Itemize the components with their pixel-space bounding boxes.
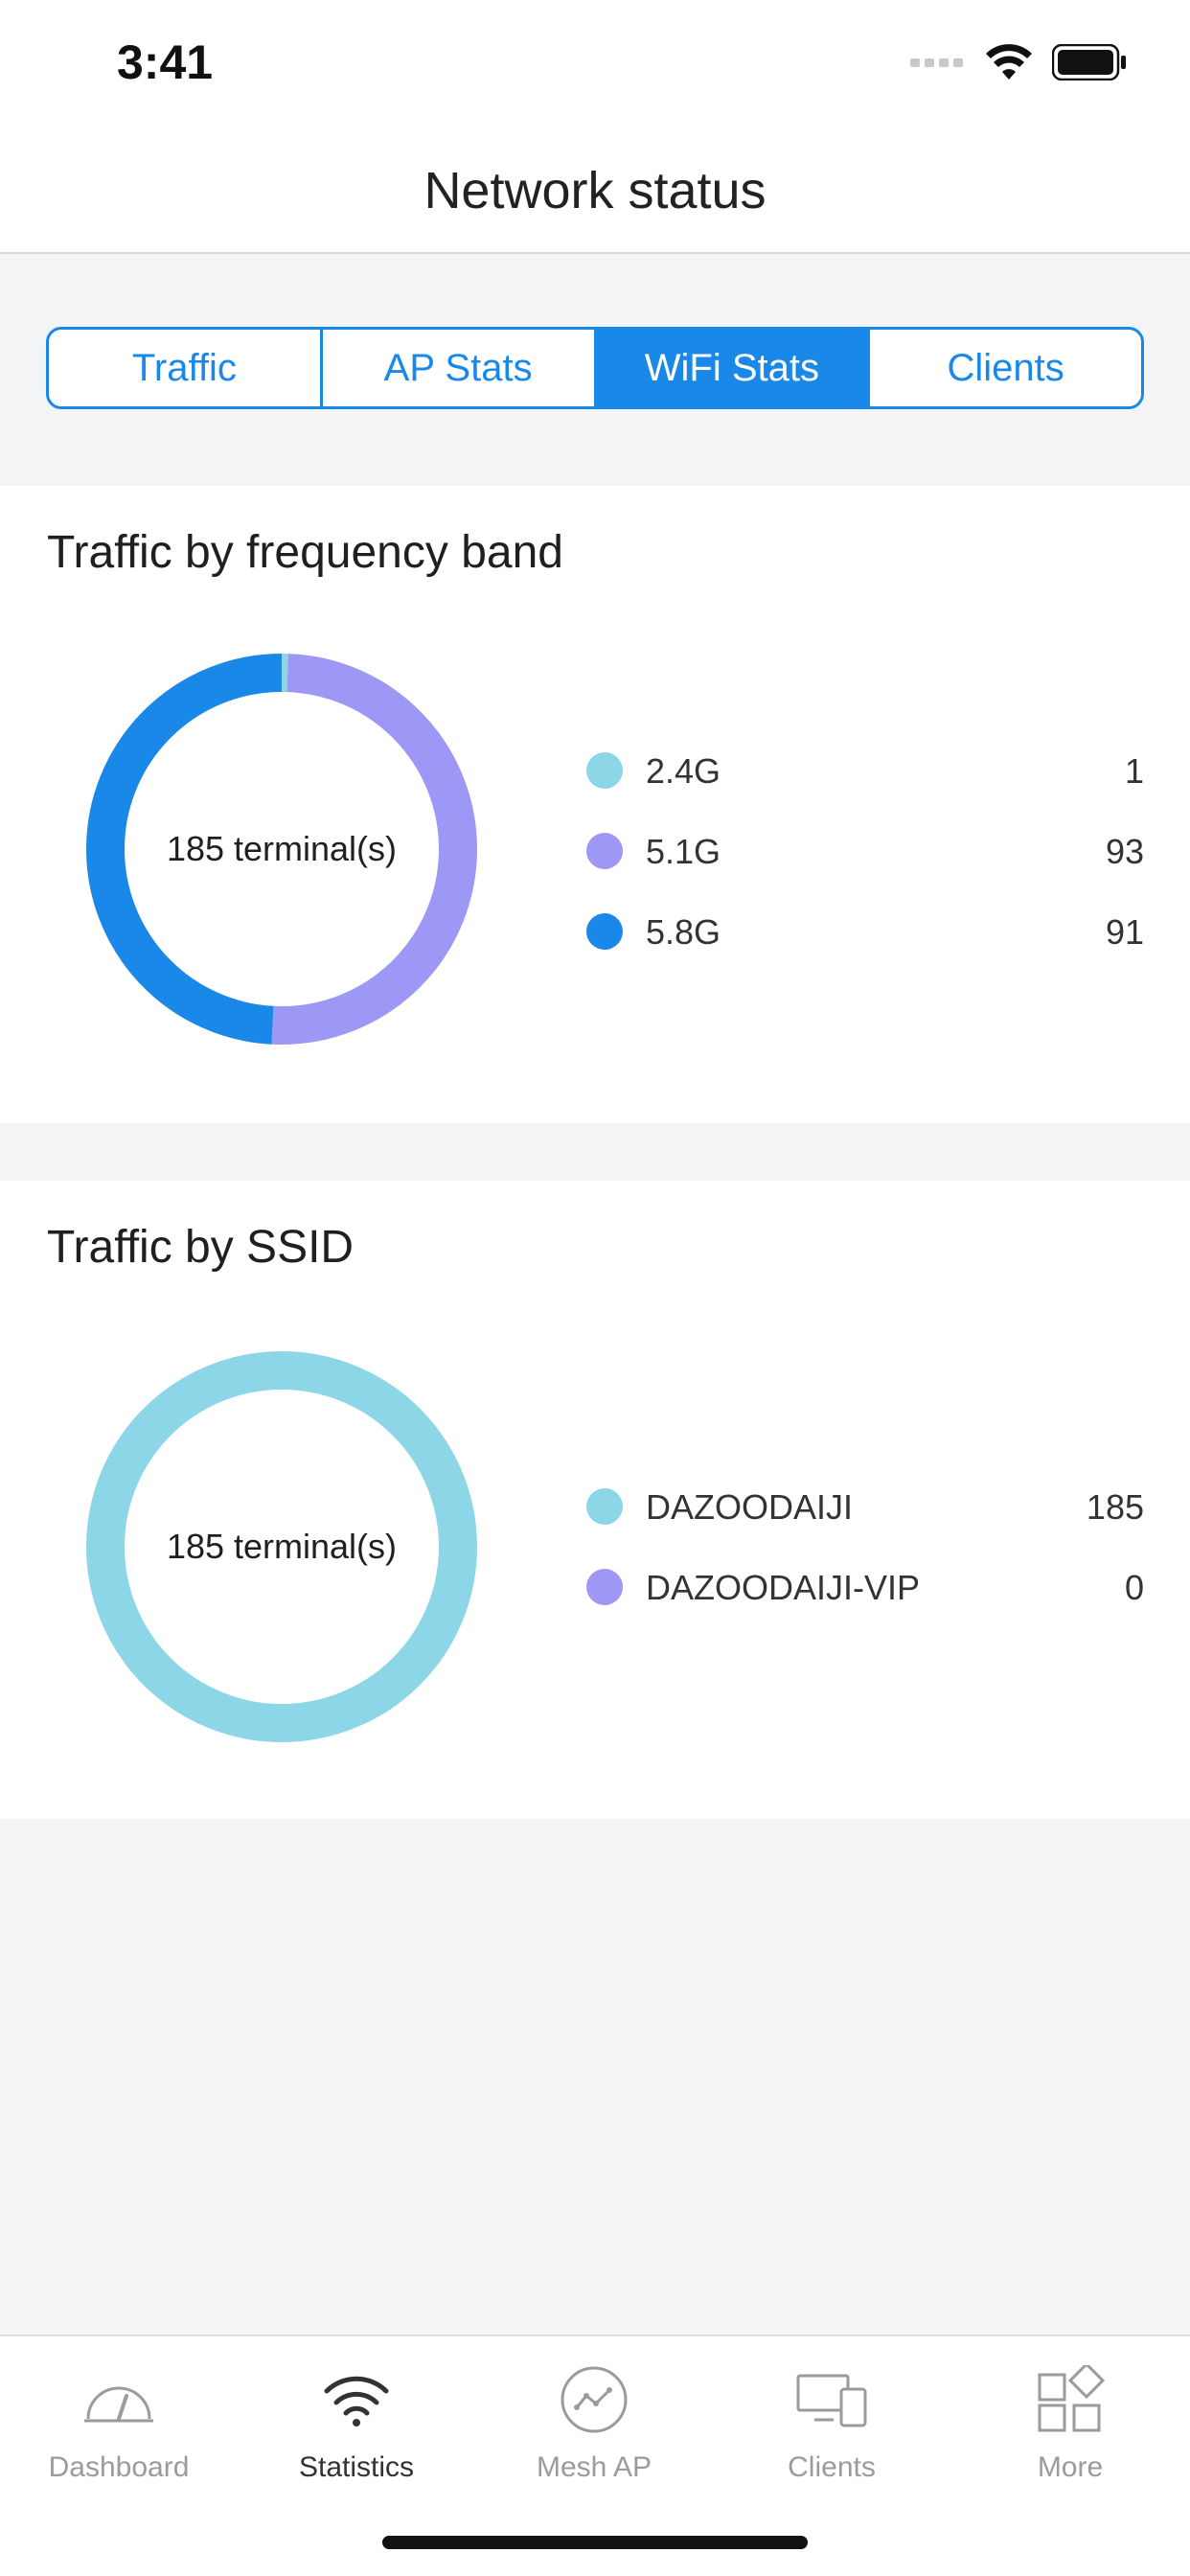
navigation-bar: Network status	[0, 129, 1190, 254]
tab-wifi-stats[interactable]: WiFi Stats	[596, 330, 871, 406]
legend-value: 93	[1105, 832, 1144, 871]
donut-svg	[86, 654, 477, 1045]
legend-dot	[586, 1569, 623, 1605]
status-icons	[910, 40, 1127, 88]
legend-label: 2.4G	[646, 751, 721, 791]
status-bar: 3:41	[0, 0, 1190, 129]
tab-label: Mesh AP	[536, 2451, 652, 2483]
legend-item: 5.1G 93	[586, 822, 1144, 880]
tab-traffic[interactable]: Traffic	[49, 330, 323, 406]
tab-label: Clients	[788, 2451, 876, 2483]
nav-clients[interactable]: Clients	[713, 2336, 950, 2528]
legend-label: 5.8G	[646, 912, 721, 952]
home-indicator	[382, 2536, 808, 2549]
nav-mesh-ap[interactable]: Mesh AP	[475, 2336, 713, 2528]
legend-label: DAZOODAIJI	[646, 1487, 854, 1527]
nav-statistics[interactable]: Statistics	[238, 2336, 475, 2528]
donut-segment-dazoodaiji	[86, 1351, 477, 1742]
donut-center-label: 185 terminal(s)	[166, 1527, 398, 1566]
nav-more[interactable]: More	[950, 2336, 1190, 2528]
donut-segment-5-1g	[86, 654, 477, 1045]
legend-value: 1	[1124, 751, 1144, 791]
devices-icon	[793, 2361, 870, 2438]
frequency-band-card: Traffic by frequency band 185 terminal(s…	[0, 486, 1190, 1123]
legend-dot	[586, 913, 623, 950]
segment-area: Traffic AP Stats WiFi Stats Clients	[0, 256, 1190, 486]
legend-value: 0	[1124, 1568, 1144, 1607]
legend-item: 2.4G 1	[586, 742, 1144, 799]
wifi-icon	[318, 2361, 395, 2438]
legend-item: DAZOODAIJI-VIP 0	[586, 1558, 1144, 1616]
nav-dashboard[interactable]: Dashboard	[0, 2336, 238, 2528]
frequency-donut-chart: 185 terminal(s)	[86, 654, 477, 1045]
legend-label: 5.1G	[646, 832, 721, 871]
legend-dot	[586, 833, 623, 869]
donut-svg	[86, 1351, 477, 1742]
ssid-card: Traffic by SSID 185 terminal(s) DAZOODAI…	[0, 1181, 1190, 1819]
page-title: Network status	[423, 162, 767, 219]
legend-item: 5.8G 91	[586, 903, 1144, 960]
card-title: Traffic by frequency band	[47, 527, 563, 578]
battery-icon	[1051, 43, 1127, 85]
ssid-donut-chart: 185 terminal(s)	[86, 1351, 477, 1742]
legend-dot	[586, 1488, 623, 1525]
donut-center-label: 185 terminal(s)	[166, 829, 398, 868]
tab-ap-stats[interactable]: AP Stats	[323, 330, 597, 406]
legend-value: 185	[1086, 1487, 1144, 1527]
tab-clients[interactable]: Clients	[947, 346, 1064, 389]
legend-item: DAZOODAIJI 185	[586, 1478, 1144, 1535]
tab-label: Statistics	[298, 2451, 415, 2483]
tab-label: Dashboard	[48, 2451, 190, 2483]
tab-label: More	[1037, 2451, 1104, 2483]
card-title: Traffic by SSID	[47, 1222, 355, 1273]
legend-label: DAZOODAIJI-VIP	[646, 1568, 921, 1607]
dashboard-icon	[80, 2361, 157, 2438]
status-time: 3:41	[117, 35, 214, 89]
legend-dot	[586, 752, 623, 789]
grid-icon	[1032, 2361, 1109, 2438]
donut-segment-5-8g	[86, 654, 477, 1045]
mesh-icon	[556, 2361, 632, 2438]
legend-value: 91	[1105, 912, 1144, 952]
wifi-status-icon	[985, 43, 1033, 86]
segmented-control: Traffic AP Stats WiFi Stats Clients	[46, 327, 1144, 409]
signal-icon	[910, 56, 966, 74]
